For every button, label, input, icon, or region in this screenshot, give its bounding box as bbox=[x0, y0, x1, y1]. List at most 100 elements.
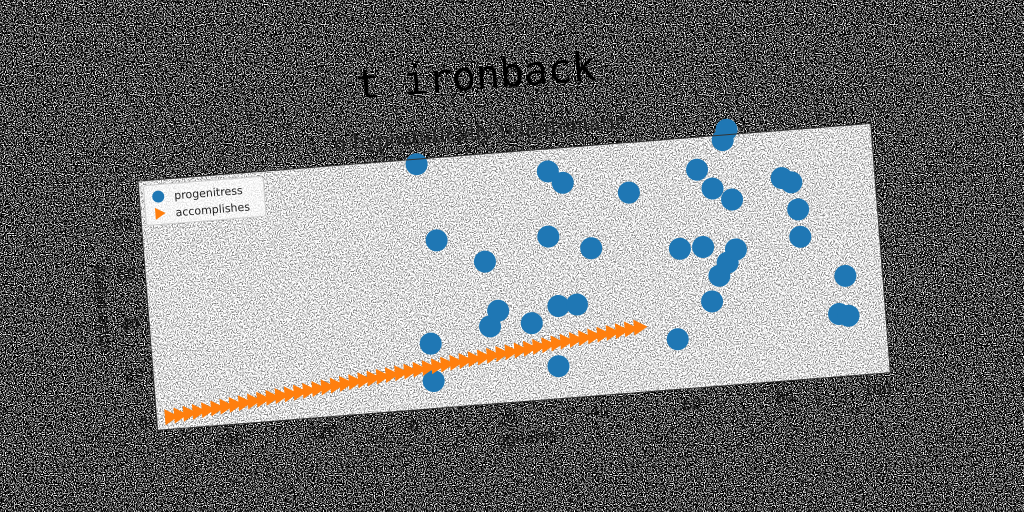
accomplishes-point bbox=[412, 361, 427, 378]
progenitress-point bbox=[721, 188, 744, 211]
accomplishes-point bbox=[265, 389, 280, 406]
progenitress-point bbox=[547, 295, 570, 318]
legend-box bbox=[143, 176, 267, 226]
legend-label: accomplishes bbox=[175, 200, 251, 219]
accomplishes-point bbox=[302, 382, 317, 399]
accomplishes-point bbox=[210, 400, 225, 417]
accomplishes-point bbox=[384, 367, 400, 384]
x-tick-label: 100 bbox=[863, 380, 893, 400]
accomplishes-point bbox=[375, 368, 390, 385]
accomplishes-point bbox=[495, 346, 510, 362]
progenitress-point bbox=[837, 304, 860, 327]
accomplishes-point bbox=[164, 409, 179, 426]
accomplishes-point bbox=[624, 321, 639, 338]
progenitress-point bbox=[686, 158, 709, 181]
progenitress-point bbox=[580, 237, 603, 260]
accomplishes-point bbox=[476, 349, 492, 366]
accomplishes-point bbox=[357, 372, 372, 389]
accomplishes-point bbox=[256, 391, 271, 408]
accomplishes-point bbox=[293, 384, 308, 401]
accomplishes-point bbox=[486, 347, 501, 364]
x-tick-label: 40 bbox=[589, 402, 609, 421]
x-tick-label: −40 bbox=[212, 431, 245, 451]
accomplishes-point bbox=[578, 330, 593, 347]
progenitress-point bbox=[701, 290, 724, 313]
accomplishes-point bbox=[513, 342, 528, 359]
progenitress-point bbox=[487, 299, 510, 322]
progenitress-point bbox=[520, 312, 543, 335]
progenitress-point bbox=[692, 235, 715, 258]
accomplishes-point bbox=[237, 395, 253, 412]
y-axis: 0 20 40 60 80 bbox=[113, 215, 158, 434]
y-tick-label: 40 bbox=[120, 315, 140, 334]
y-tick-label: 20 bbox=[124, 365, 144, 384]
accomplishes-point bbox=[348, 374, 363, 391]
progenitress-point bbox=[547, 355, 570, 378]
accomplishes-point bbox=[550, 335, 565, 352]
accomplishes-point bbox=[532, 339, 547, 355]
progenitress-point bbox=[834, 264, 857, 287]
legend-marker-progenitress bbox=[152, 190, 165, 203]
progenitress-point bbox=[425, 229, 448, 252]
accomplishes-point bbox=[633, 319, 648, 336]
accomplishes-point bbox=[201, 402, 216, 419]
progenitress-point bbox=[422, 370, 445, 393]
accomplishes-point bbox=[568, 331, 584, 348]
accomplishes-point bbox=[596, 326, 611, 343]
accomplishes-point bbox=[421, 360, 436, 377]
accomplishes-point bbox=[394, 365, 409, 382]
plot-area bbox=[137, 118, 891, 431]
y-tick-label: 60 bbox=[117, 265, 137, 284]
accomplishes-point bbox=[182, 405, 197, 422]
accomplishes-point bbox=[228, 396, 243, 413]
progenitress-point bbox=[473, 250, 496, 273]
x-axis-label: oghams bbox=[496, 427, 557, 450]
accomplishes-point bbox=[458, 353, 473, 370]
accomplishes-point bbox=[219, 398, 234, 415]
progenitress-point bbox=[724, 238, 747, 261]
plot-noise bbox=[137, 123, 891, 431]
accomplishes-point bbox=[467, 351, 482, 368]
accomplishes-point bbox=[449, 354, 464, 371]
x-axis: −40 −20 0 20 40 60 80 100 bbox=[212, 373, 893, 451]
accomplishes-point bbox=[605, 324, 620, 341]
accomplishes-point bbox=[191, 403, 207, 420]
accomplishes-point bbox=[320, 379, 335, 396]
y-tick-label: 80 bbox=[113, 215, 133, 234]
progenitress-point bbox=[536, 160, 559, 183]
accomplishes-point bbox=[339, 375, 354, 392]
accomplishes-point bbox=[522, 340, 538, 357]
accomplishes-point bbox=[173, 407, 188, 424]
x-tick-label: −20 bbox=[305, 423, 338, 443]
accomplishes-point bbox=[329, 377, 344, 394]
progenitress-point bbox=[419, 332, 442, 355]
legend-label: progenitress bbox=[174, 184, 244, 202]
x-tick-label: 60 bbox=[682, 395, 702, 414]
progenitress-point bbox=[551, 171, 574, 194]
progenitress-point bbox=[666, 328, 689, 351]
accomplishes-point bbox=[614, 323, 630, 340]
progenitress-point bbox=[617, 181, 640, 204]
progenitress-point bbox=[565, 293, 588, 316]
accomplishes-point bbox=[504, 344, 519, 361]
accomplishes-point bbox=[247, 393, 262, 410]
accomplishes-point bbox=[366, 370, 381, 387]
x-tick-label: 80 bbox=[775, 387, 795, 406]
x-tick-label: 0 bbox=[408, 417, 419, 436]
y-tick-label: 0 bbox=[138, 415, 149, 434]
accomplishes-point bbox=[403, 363, 418, 380]
plot-frame bbox=[137, 122, 891, 431]
accomplishes-point bbox=[541, 337, 556, 354]
x-tick-label: 20 bbox=[496, 409, 516, 428]
accomplishes-point bbox=[587, 328, 602, 345]
progenitress-point bbox=[537, 225, 560, 248]
accomplishes-point bbox=[440, 356, 455, 373]
progenitress-point bbox=[789, 225, 812, 248]
progenitress-point bbox=[780, 171, 803, 194]
accomplishes-point bbox=[430, 358, 446, 375]
legend-marker-accomplishes bbox=[154, 207, 166, 220]
accomplishes-point bbox=[274, 388, 289, 405]
accomplishes-point bbox=[559, 333, 574, 350]
